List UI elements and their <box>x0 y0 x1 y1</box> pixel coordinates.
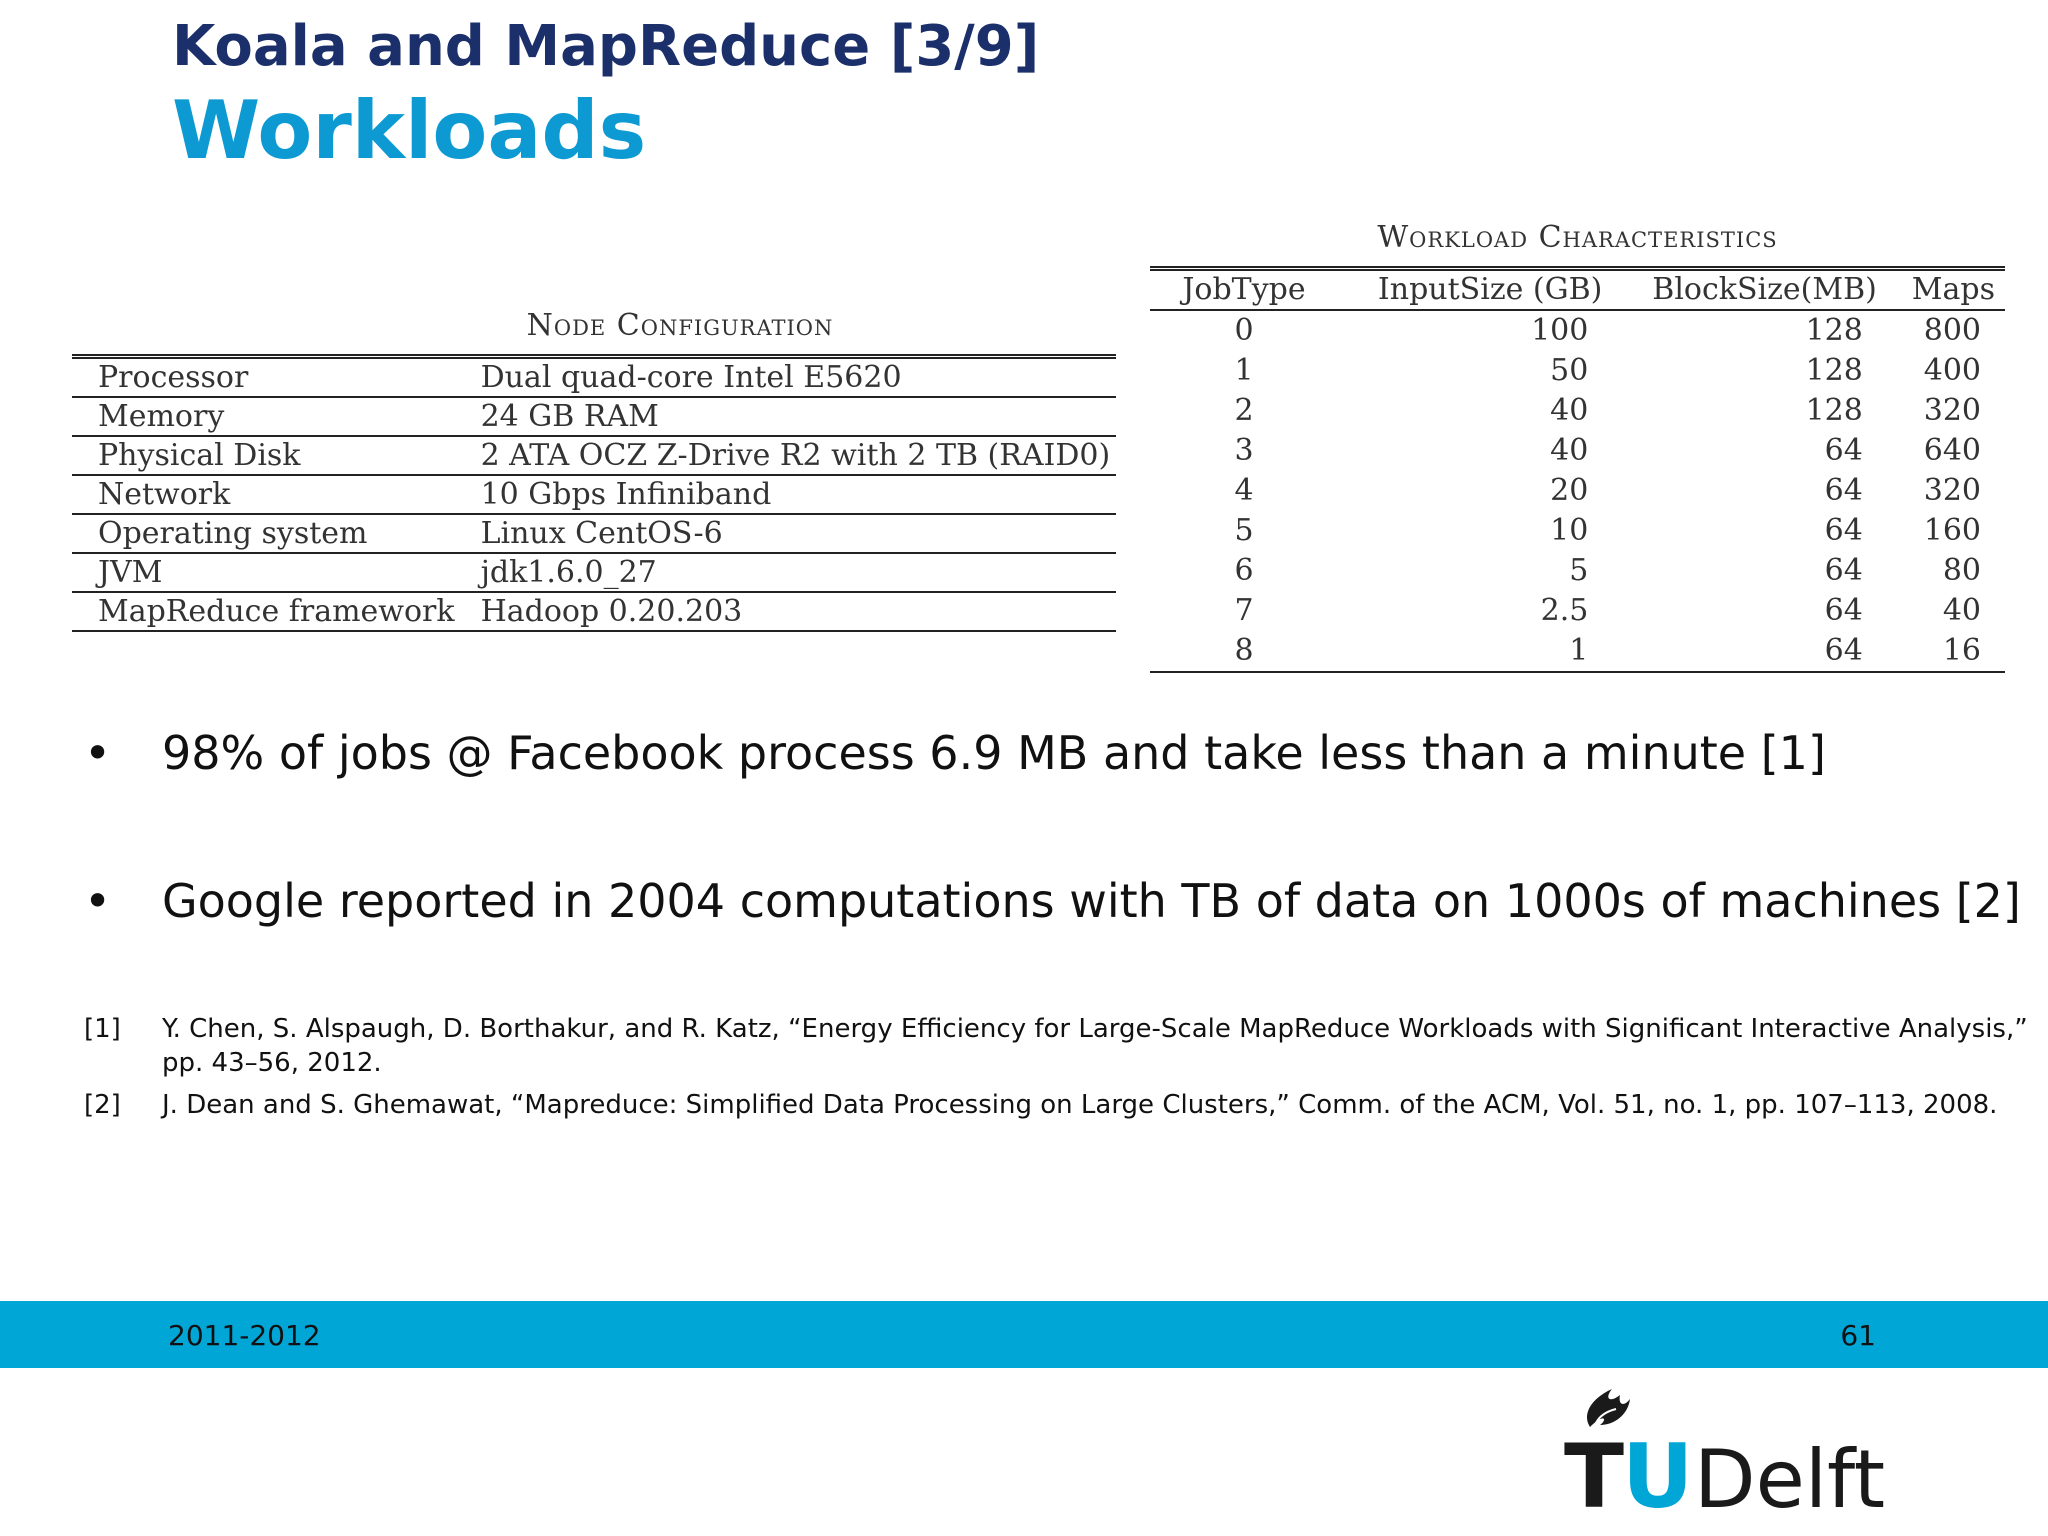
page-number: 61 <box>1840 1319 1876 1352</box>
row-value: Linux CentOS-6 <box>454 514 1116 554</box>
reference-number: [1] <box>84 1014 121 1044</box>
table-cell: 64 <box>1824 433 1863 468</box>
table-cell: 128 <box>1805 393 1863 428</box>
column-header: InputSize (GB) <box>1338 268 1613 311</box>
table-row: JVM jdk1.6.0_27 <box>72 553 1116 593</box>
slide-title: Koala and MapReduce [3/9] <box>172 14 1040 79</box>
table-cell: 400 <box>1923 353 1981 388</box>
table-cell: 40 <box>1942 593 1981 628</box>
row-key: Physical Disk <box>72 436 455 476</box>
column-header: Maps <box>1886 268 2005 311</box>
row-value: Dual quad-core Intel E5620 <box>454 356 1116 398</box>
workload-table-body: 0 100 128 800 1 50 128 400 2 40 128 320 3 40 64 640 4 20 6… <box>1150 310 2005 672</box>
table-cell: 80 <box>1942 553 1981 588</box>
table-cell: 320 <box>1923 393 1981 428</box>
table-cell: 128 <box>1805 353 1863 388</box>
table-cell: 0 <box>1234 313 1254 348</box>
slide-subtitle: Workloads <box>172 84 647 177</box>
bullet-dot: • <box>84 726 112 780</box>
row-value: 24 GB RAM <box>454 397 1116 437</box>
table-cell: 64 <box>1824 553 1863 588</box>
row-key: Network <box>72 475 455 515</box>
table-cell: 2 <box>1234 393 1254 428</box>
row-key: MapReduce framework <box>72 592 455 632</box>
logo-letter-u: U <box>1622 1425 1693 1515</box>
flame-icon: T U Delft <box>1564 1389 1885 1528</box>
table-cell: 50 <box>1550 353 1589 388</box>
table-cell: 2.5 <box>1540 593 1589 628</box>
row-key: JVM <box>72 553 455 593</box>
table-cell: 7 <box>1234 593 1254 628</box>
table-cell: 640 <box>1923 433 1981 468</box>
footer-year: 2011-2012 <box>168 1319 321 1352</box>
table-cell: 64 <box>1824 593 1863 628</box>
workload-table: JobType InputSize (GB) BlockSize(MB) Map… <box>1150 266 2005 673</box>
column-header: BlockSize(MB) <box>1612 268 1887 311</box>
table-row: 2 40 128 320 <box>1150 391 2005 431</box>
column-header: JobType <box>1150 268 1338 311</box>
row-value: 2 ATA OCZ Z-Drive R2 with 2 TB (RAID0) <box>454 436 1116 476</box>
table-cell: 40 <box>1550 433 1589 468</box>
reference-number: [2] <box>84 1090 121 1120</box>
logo-word-delft: Delft <box>1694 1433 1885 1515</box>
bullet-dot: • <box>84 874 112 928</box>
row-value: 10 Gbps Infiniband <box>454 475 1116 515</box>
table-header-row: JobType InputSize (GB) BlockSize(MB) Map… <box>1150 268 2005 311</box>
table-row: Network 10 Gbps Infiniband <box>72 475 1116 515</box>
table-row: Memory 24 GB RAM <box>72 397 1116 437</box>
node-config-table: Processor Dual quad-core Intel E5620 Mem… <box>72 354 1116 632</box>
table-row: 5 10 64 160 <box>1150 511 2005 551</box>
reference-item: [2] J. Dean and S. Ghemawat, “Mapreduce:… <box>84 1088 1997 1124</box>
workload-caption: Workload Characteristics <box>1377 220 1778 255</box>
table-row: 4 20 64 320 <box>1150 471 2005 511</box>
table-cell: 40 <box>1550 393 1589 428</box>
table-cell: 800 <box>1923 313 1981 348</box>
tu-delft-logo: T U Delft <box>1560 1385 1890 1528</box>
reference-text: J. Dean and S. Ghemawat, “Mapreduce: Sim… <box>162 1090 1998 1120</box>
node-config-caption: Node Configuration <box>526 308 834 343</box>
table-cell: 128 <box>1805 313 1863 348</box>
logo-letter-t: T <box>1564 1425 1624 1515</box>
table-cell: 64 <box>1824 633 1863 668</box>
table-cell: 160 <box>1923 513 1981 548</box>
table-row: Operating system Linux CentOS-6 <box>72 514 1116 554</box>
table-row: 0 100 128 800 <box>1150 310 2005 351</box>
table-row: 7 2.5 64 40 <box>1150 591 2005 631</box>
bullet-text: Google reported in 2004 computations wit… <box>162 874 2021 928</box>
row-value: Hadoop 0.20.203 <box>454 592 1116 632</box>
table-cell: 100 <box>1531 313 1589 348</box>
table-cell: 1 <box>1234 353 1254 388</box>
table-row: Processor Dual quad-core Intel E5620 <box>72 356 1116 398</box>
row-key: Operating system <box>72 514 455 554</box>
table-row: 1 50 128 400 <box>1150 351 2005 391</box>
table-cell: 20 <box>1550 473 1589 508</box>
bullet-text: 98% of jobs @ Facebook process 6.9 MB an… <box>162 726 1826 780</box>
table-row: Physical Disk 2 ATA OCZ Z-Drive R2 with … <box>72 436 1116 476</box>
table-row: MapReduce framework Hadoop 0.20.203 <box>72 592 1116 632</box>
table-cell: 3 <box>1234 433 1254 468</box>
table-cell: 6 <box>1234 553 1254 588</box>
table-cell: 64 <box>1824 513 1863 548</box>
table-cell: 1 <box>1569 633 1589 668</box>
table-row: 3 40 64 640 <box>1150 431 2005 471</box>
footer-bar: 2011-2012 61 <box>0 1301 2048 1368</box>
reference-text: Y. Chen, S. Alspaugh, D. Borthakur, and … <box>162 1014 2028 1078</box>
row-key: Memory <box>72 397 455 437</box>
table-cell: 5 <box>1569 553 1589 588</box>
reference-item: [1] Y. Chen, S. Alspaugh, D. Borthakur, … <box>84 1012 2028 1082</box>
table-cell: 16 <box>1942 633 1981 668</box>
row-key: Processor <box>72 356 455 398</box>
table-cell: 5 <box>1234 513 1254 548</box>
table-cell: 8 <box>1234 633 1254 668</box>
table-cell: 10 <box>1550 513 1589 548</box>
table-cell: 320 <box>1923 473 1981 508</box>
table-row: 6 5 64 80 <box>1150 551 2005 591</box>
table-cell: 4 <box>1234 473 1254 508</box>
table-cell: 64 <box>1824 473 1863 508</box>
table-row: 8 1 64 16 <box>1150 631 2005 672</box>
row-value: jdk1.6.0_27 <box>454 553 1116 593</box>
